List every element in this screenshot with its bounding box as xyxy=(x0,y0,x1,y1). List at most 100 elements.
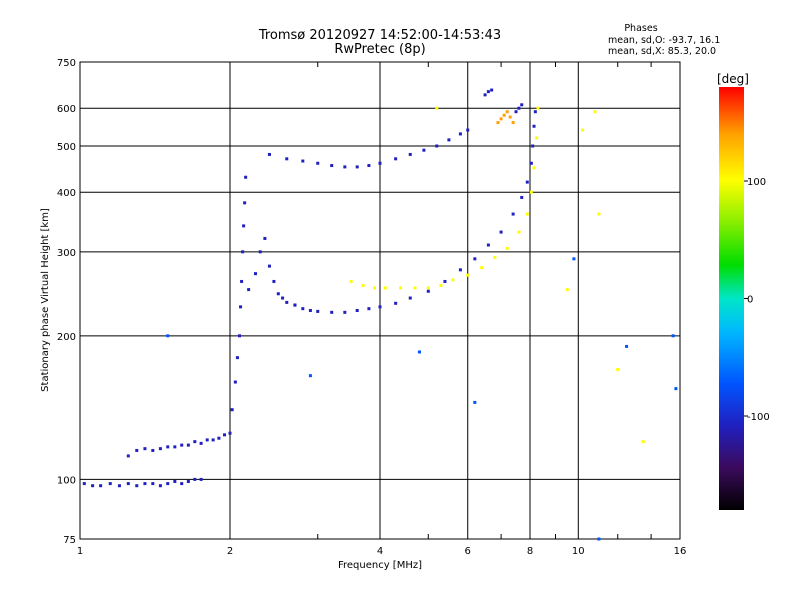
data-point xyxy=(378,161,382,165)
data-point xyxy=(505,246,509,250)
data-point xyxy=(293,303,297,307)
data-point xyxy=(349,279,353,283)
data-point xyxy=(625,344,629,348)
data-points-layer xyxy=(82,88,678,541)
data-point xyxy=(447,138,451,142)
data-point xyxy=(343,165,347,169)
data-point xyxy=(99,484,103,488)
data-point xyxy=(399,286,403,290)
data-point xyxy=(496,121,500,125)
data-point xyxy=(230,408,234,412)
data-point xyxy=(180,443,184,447)
data-point xyxy=(108,482,112,486)
data-point xyxy=(502,113,506,117)
x-tick-label: 6 xyxy=(465,546,471,557)
data-point xyxy=(186,443,190,447)
data-point xyxy=(211,438,215,442)
data-point xyxy=(458,132,462,136)
y-tick-label: 100 xyxy=(57,475,76,486)
data-point xyxy=(536,106,540,110)
data-point xyxy=(443,279,447,283)
data-point xyxy=(301,307,305,311)
data-point xyxy=(466,128,470,132)
data-point xyxy=(180,482,184,486)
data-point xyxy=(143,482,147,486)
data-point xyxy=(186,479,190,483)
data-point xyxy=(514,110,518,114)
data-point xyxy=(272,279,276,283)
data-point xyxy=(126,454,130,458)
data-point xyxy=(285,300,289,304)
data-point xyxy=(263,236,267,240)
y-tick-label: 400 xyxy=(57,188,76,199)
data-point xyxy=(199,477,203,481)
data-point xyxy=(378,305,382,309)
data-point xyxy=(490,88,494,92)
data-point xyxy=(193,477,197,481)
data-point xyxy=(531,144,535,148)
data-point xyxy=(417,350,421,354)
data-point xyxy=(330,310,334,314)
data-point xyxy=(243,201,247,205)
data-point xyxy=(228,431,232,435)
data-point xyxy=(361,283,365,287)
data-point xyxy=(508,115,512,119)
data-point xyxy=(135,484,139,488)
colorbar-tick-label: -100 xyxy=(747,412,770,423)
data-point xyxy=(151,448,155,452)
data-point xyxy=(426,289,430,293)
x-tick-label: 10 xyxy=(572,546,585,557)
data-point xyxy=(308,374,312,378)
data-point xyxy=(426,286,430,290)
data-point xyxy=(422,148,426,152)
data-point xyxy=(532,166,536,170)
colorbar xyxy=(719,87,744,510)
data-point xyxy=(529,190,533,194)
x-tick-label: 1 xyxy=(77,546,83,557)
x-tick-layer: 1 2 4 6 8 10 16 xyxy=(77,62,687,557)
data-point xyxy=(135,448,139,452)
data-point xyxy=(641,440,645,444)
data-point xyxy=(483,93,487,97)
colorbar-unit-label: [deg] xyxy=(717,72,749,86)
data-point xyxy=(533,110,537,114)
chart-subtitle: RwPretec (8p) xyxy=(334,42,425,57)
y-tick-layer: 75 100 200 300 400 500 600 750 xyxy=(57,58,76,546)
data-point xyxy=(330,164,334,168)
data-point xyxy=(205,438,209,442)
data-point xyxy=(235,356,239,360)
data-point xyxy=(525,180,529,184)
data-point xyxy=(451,278,455,282)
data-point xyxy=(117,484,121,488)
data-point xyxy=(674,387,678,391)
data-point xyxy=(593,110,597,114)
data-point xyxy=(173,445,177,449)
data-point xyxy=(435,144,439,148)
data-point xyxy=(565,288,569,292)
data-point xyxy=(242,224,246,228)
chart-title: Tromsø 20120927 14:52:00-14:53:43 xyxy=(258,28,501,43)
data-point xyxy=(435,106,439,110)
y-tick-label: 75 xyxy=(63,535,76,546)
x-tick-label: 16 xyxy=(674,546,687,557)
data-point xyxy=(486,90,490,94)
data-point xyxy=(126,482,130,486)
data-point xyxy=(233,380,237,384)
x-tick-label: 4 xyxy=(377,546,383,557)
colorbar-tick-label: 0 xyxy=(747,295,753,306)
data-point xyxy=(166,334,170,338)
data-point xyxy=(408,296,412,300)
data-point xyxy=(480,266,484,270)
data-point xyxy=(355,165,359,169)
data-point xyxy=(473,257,477,261)
data-point xyxy=(301,159,305,163)
data-point xyxy=(253,272,257,276)
data-point xyxy=(505,110,509,114)
stats-x-line: mean, sd,X: 85.3, 20.0 xyxy=(608,46,716,57)
data-point xyxy=(239,305,243,309)
data-point xyxy=(520,195,524,199)
data-point xyxy=(247,288,251,292)
stats-o-line: mean, sd,O: -93.7, 16.1 xyxy=(608,35,720,46)
data-point xyxy=(572,257,576,261)
